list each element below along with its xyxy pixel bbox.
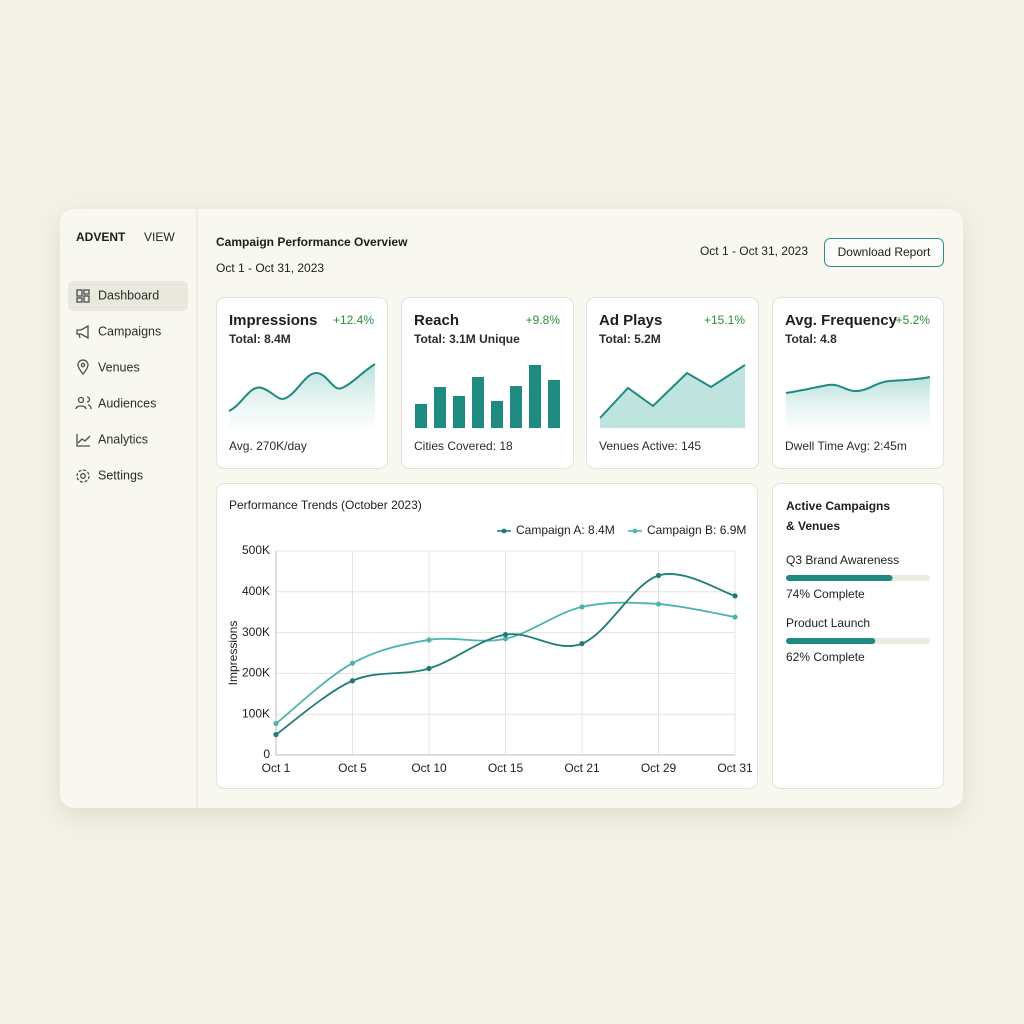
download-button[interactable] <box>824 238 944 267</box>
data-point <box>655 572 662 579</box>
legend-swatch-dot <box>501 528 507 534</box>
trend-card <box>216 483 758 789</box>
data-point <box>426 637 432 643</box>
nav-item[interactable]: Campaigns <box>98 324 161 338</box>
kpi-footer: Cities Covered: 18 <box>414 439 513 453</box>
kpi-title: Avg. Frequency <box>785 312 898 329</box>
y-tick-label: 200K <box>242 666 270 680</box>
legend-swatch-dot <box>632 528 638 534</box>
data-point <box>502 636 509 642</box>
nav-item[interactable]: Audiences <box>98 396 156 410</box>
data-point <box>732 614 738 620</box>
kpi-total: Total: 3.1M Unique <box>414 332 520 346</box>
campaign-name: Q3 Brand Awareness <box>786 553 899 567</box>
progress-fill <box>786 638 876 644</box>
campaign-name: Product Launch <box>786 616 870 630</box>
data-point <box>655 601 662 607</box>
data-point <box>502 632 509 638</box>
page-subtitle: Oct 1 - Oct 31, 2023 <box>216 261 324 275</box>
x-tick-label: Oct 1 <box>262 761 291 775</box>
progress-fill <box>786 575 893 581</box>
x-tick-label: Oct 21 <box>564 761 600 775</box>
mini-area-line <box>599 364 746 419</box>
nav-icons <box>75 289 92 483</box>
data-point <box>273 732 279 738</box>
page-title: Campaign Performance Overview <box>216 235 408 249</box>
active-title: Active Campaigns <box>786 499 890 513</box>
y-tick-label: 0 <box>263 747 270 761</box>
nav-item[interactable]: Venues <box>98 360 140 374</box>
nav-item[interactable]: Analytics <box>98 432 148 446</box>
kpi-footer: Dwell Time Avg: 2:45m <box>785 439 907 453</box>
date-range: Oct 1 - Oct 31, 2023 <box>700 244 808 258</box>
download-button-label[interactable]: Download Report <box>838 245 931 259</box>
kpi-change: +9.8% <box>526 313 561 327</box>
mini-bars <box>415 365 560 428</box>
y-axis-label: Impressions <box>226 621 240 686</box>
active-title: & Venues <box>786 519 840 533</box>
active-card <box>772 483 944 789</box>
x-tick-label: Oct 10 <box>411 761 447 775</box>
chart-title: Performance Trends (October 2023) <box>229 498 422 512</box>
data-point <box>426 665 432 672</box>
nav-item[interactable]: Settings <box>98 468 143 482</box>
data-point <box>579 641 585 647</box>
sparkline <box>785 376 931 394</box>
data-point <box>732 593 738 599</box>
kpi-title: Impressions <box>229 312 317 329</box>
kpi-title: Ad Plays <box>599 312 662 329</box>
data-point <box>349 678 356 684</box>
kpi-footer: Avg. 270K/day <box>229 439 307 453</box>
kpi-total: Total: 4.8 <box>785 332 837 346</box>
kpi-total: Total: 5.2M <box>599 332 661 346</box>
kpi-change: +5.2% <box>896 313 931 327</box>
progress-label: 74% Complete <box>786 587 865 601</box>
brand: ADVENT <box>76 230 126 244</box>
kpi-footer: Venues Active: 145 <box>599 439 701 453</box>
x-tick-label: Oct 5 <box>338 761 367 775</box>
kpi-title: Reach <box>414 312 459 329</box>
x-tick-label: Oct 15 <box>488 761 524 775</box>
data-point <box>273 720 279 727</box>
x-tick-label: Oct 29 <box>641 761 677 775</box>
brand: VIEW <box>144 230 175 244</box>
y-tick-label: 500K <box>242 543 270 557</box>
y-tick-label: 400K <box>242 584 270 598</box>
sparklines <box>228 363 931 428</box>
y-tick-label: 300K <box>242 625 270 639</box>
kpi-change: +12.4% <box>333 313 374 327</box>
kpi-total: Total: 8.4M <box>229 332 291 346</box>
kpi-change: +15.1% <box>704 313 745 327</box>
mini-area <box>600 365 745 428</box>
x-tick-label: Oct 31 <box>717 761 753 775</box>
sparkline-area <box>229 364 375 428</box>
legend-label: Campaign B: 6.9M <box>647 523 746 537</box>
progress-label: 62% Complete <box>786 650 865 664</box>
nav-item[interactable]: Dashboard <box>98 288 159 302</box>
sparkline <box>228 363 376 412</box>
data-point <box>579 604 585 610</box>
sparkline-area <box>786 377 930 428</box>
legend-label: Campaign A: 8.4M <box>516 523 615 537</box>
nav-active-bg[interactable] <box>68 281 188 311</box>
y-tick-label: 100K <box>242 706 270 720</box>
data-point <box>349 660 356 666</box>
